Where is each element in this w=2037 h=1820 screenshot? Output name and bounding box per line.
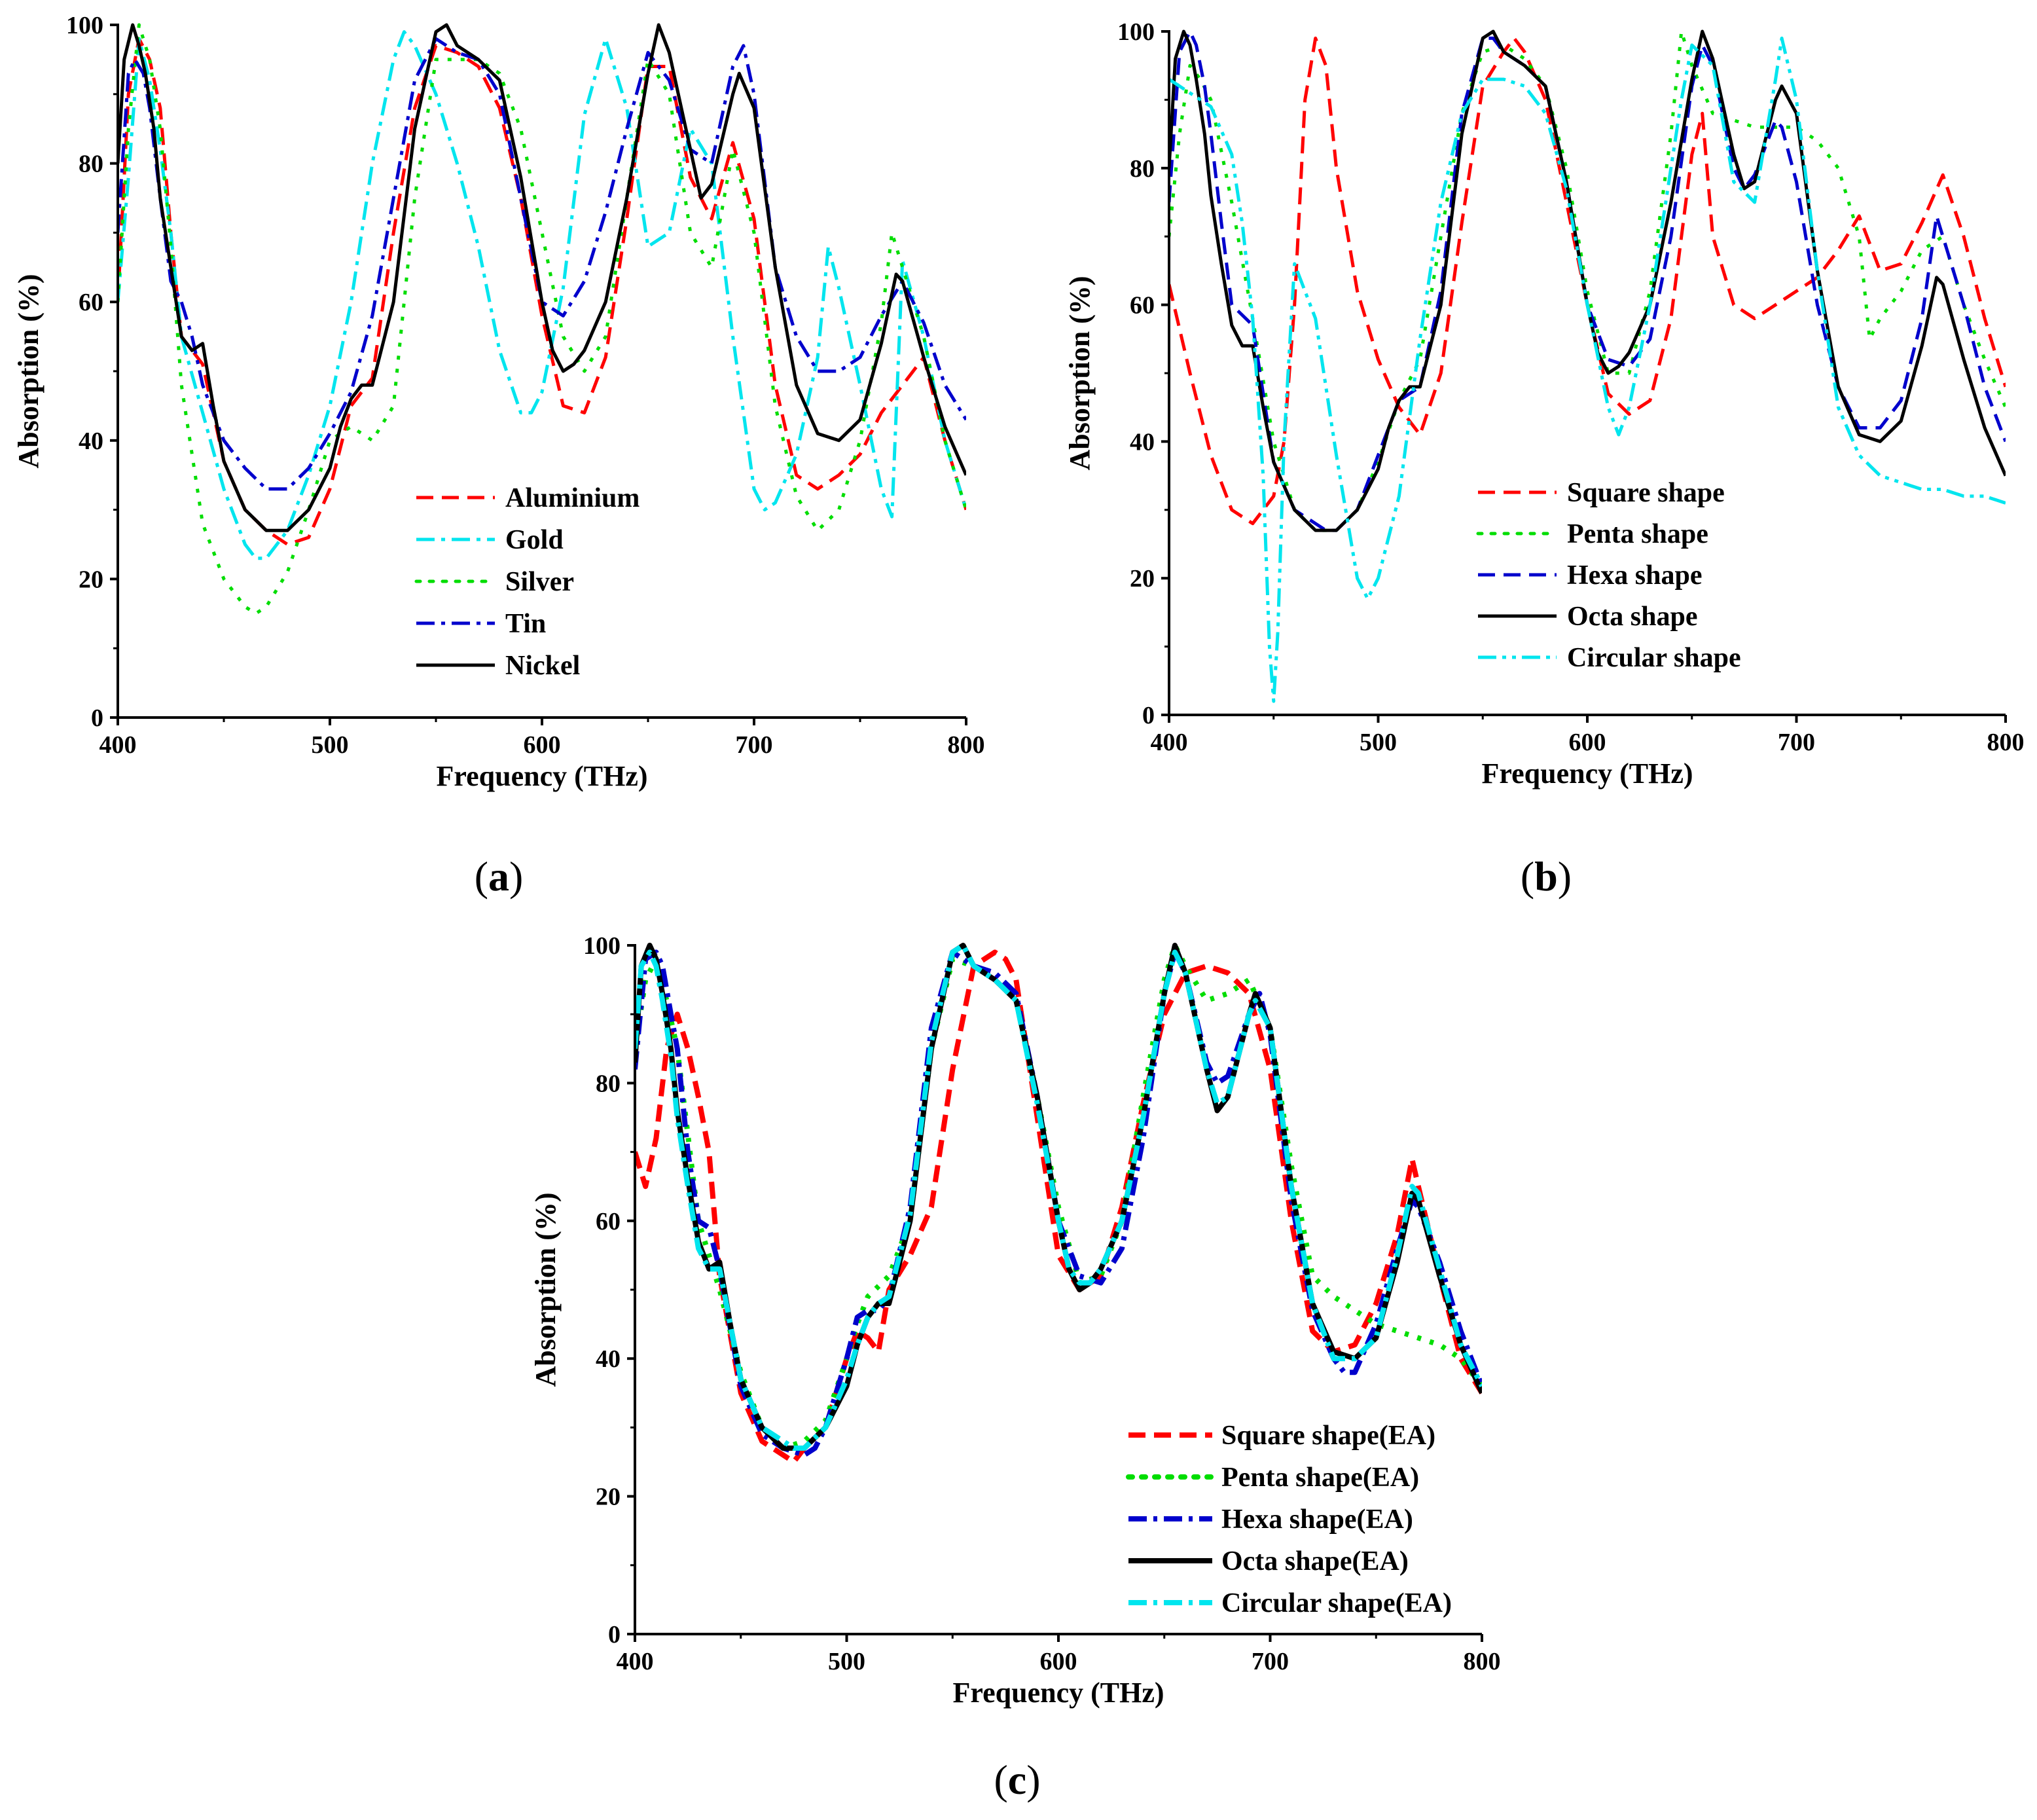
y-tick-label: 80 [1130, 155, 1155, 183]
x-axis-title: Frequency (THz) [952, 1677, 1164, 1709]
x-tick-label: 600 [524, 731, 561, 759]
x-tick-label: 800 [1464, 1648, 1501, 1675]
legend-label: Square shape [1567, 478, 1725, 508]
legend-label: Penta shape(EA) [1221, 1463, 1419, 1493]
y-axis-title: Absorption (%) [1064, 276, 1096, 470]
x-tick-label: 500 [312, 731, 349, 759]
legend: Square shape(EA) Penta shape(EA) Hexa shap… [1126, 1421, 1452, 1618]
panel-label: (a) [475, 853, 524, 900]
x-axis-title: Frequency (THz) [436, 760, 647, 792]
panel-label: (b) [1521, 853, 1572, 900]
x-tick-label: 400 [99, 731, 137, 759]
y-axis-title: Absorption (%) [530, 1192, 562, 1387]
legend-label: Circular shape [1567, 643, 1741, 673]
panel-label: (c) [994, 1756, 1040, 1803]
series-line-circular-shape [1169, 36, 2006, 703]
chart-panel-b: 400 500 600 700 800 0 20 40 60 80 100 Frequency (TH… [1064, 18, 2025, 900]
plot-area [118, 23, 966, 615]
chart-panel-c: 400 500 600 700 800 0 20 40 60 80 100 Frequency (TH… [530, 932, 1501, 1803]
y-tick-label: 100 [583, 932, 621, 960]
x-tick-label: 700 [736, 731, 773, 759]
y-tick-label: 80 [79, 151, 103, 178]
x-tick-label: 400 [617, 1648, 654, 1675]
series-line-hexa-shape [1169, 29, 2006, 532]
x-tick-label: 700 [1778, 729, 1815, 756]
legend-label: Silver [505, 567, 574, 597]
series-line-penta-shape-ea [635, 943, 1482, 1451]
y-tick-label: 100 [66, 12, 103, 39]
series-line-circular-shape-ea [635, 943, 1482, 1451]
legend: Square shape Penta shape Hexa shape Octa sh… [1476, 478, 1741, 673]
y-tick-label: 0 [1142, 702, 1155, 729]
chart-panel-a: 400 500 600 700 800 0 20 40 60 80 100 Frequency (TH… [12, 12, 985, 900]
x-axis-title: Frequency (THz) [1481, 757, 1693, 790]
x-tick-label: 400 [1151, 729, 1188, 756]
y-tick-label: 60 [596, 1208, 621, 1235]
series-line-octa-shape [1169, 29, 2006, 532]
y-tick-label: 0 [608, 1621, 621, 1648]
y-tick-label: 40 [596, 1345, 621, 1373]
series-line-gold [118, 30, 966, 560]
x-tick-label: 800 [1987, 729, 2025, 756]
series-line-hexa-shape-ea [635, 949, 1482, 1458]
x-tick-label: 600 [1040, 1648, 1077, 1675]
series-line-square-shape [1169, 36, 2006, 526]
legend-label: Octa shape [1567, 602, 1698, 632]
series-line-tin [118, 37, 966, 491]
y-tick-label: 40 [1130, 428, 1155, 456]
legend-label: Aluminium [505, 483, 640, 513]
legend-label: Hexa shape(EA) [1221, 1504, 1413, 1535]
x-tick-label: 800 [948, 731, 985, 759]
plot-area [635, 943, 1482, 1465]
legend-label: Nickel [505, 651, 580, 681]
legend-label: Hexa shape [1567, 560, 1703, 591]
x-tick-label: 600 [1569, 729, 1606, 756]
y-tick-label: 60 [1130, 292, 1155, 319]
plot-area [1169, 29, 2006, 703]
y-tick-label: 20 [596, 1483, 621, 1511]
x-tick-label: 500 [1360, 729, 1397, 756]
y-tick-label: 60 [79, 289, 103, 316]
y-tick-label: 20 [79, 566, 103, 593]
legend-label: Tin [505, 609, 546, 639]
legend: Aluminium Gold Silver Tin Nickel [414, 483, 640, 681]
legend-label: Circular shape(EA) [1221, 1588, 1452, 1618]
legend-label: Square shape(EA) [1221, 1421, 1435, 1451]
x-tick-label: 500 [828, 1648, 865, 1675]
y-tick-label: 100 [1117, 18, 1155, 46]
legend-label: Gold [505, 525, 564, 555]
series-line-penta-shape [1169, 29, 2006, 532]
y-axis-title: Absorption (%) [12, 274, 45, 468]
y-tick-label: 20 [1130, 565, 1155, 592]
y-tick-label: 0 [91, 704, 103, 732]
x-tick-label: 700 [1252, 1648, 1289, 1675]
legend-label: Octa shape(EA) [1221, 1546, 1409, 1576]
legend-label: Penta shape [1567, 519, 1708, 549]
series-line-nickel [118, 23, 966, 532]
y-tick-label: 80 [596, 1070, 621, 1097]
y-tick-label: 40 [79, 428, 103, 455]
